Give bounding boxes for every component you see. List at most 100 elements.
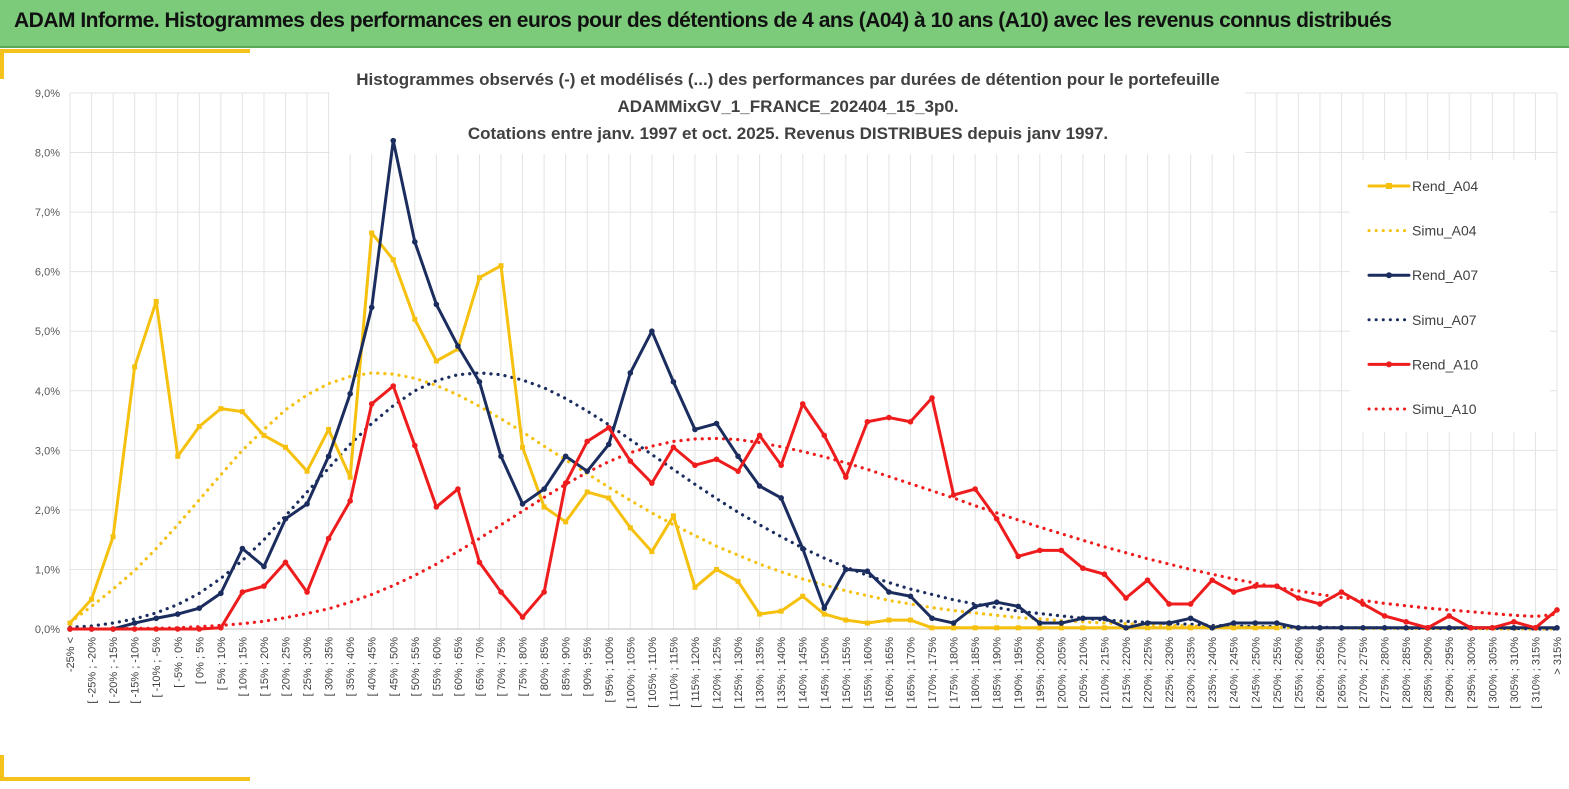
- x-tick-label: [ 180% ; 185%: [970, 637, 982, 709]
- x-tick-label: [ 120% ; 125%: [712, 637, 724, 709]
- data-point: [584, 489, 590, 495]
- data-point: [1123, 625, 1129, 631]
- data-point: [1532, 625, 1539, 631]
- data-point: [972, 603, 978, 610]
- x-tick-label: [ 265% ; 270%: [1336, 637, 1348, 709]
- x-tick-label: [ -25% ; -20%: [87, 637, 99, 704]
- data-point: [131, 620, 138, 626]
- data-point: [778, 608, 784, 614]
- chart-title-line-1: Histogrammes observés (-) et modélisés (…: [356, 70, 1219, 89]
- data-point: [131, 626, 138, 632]
- data-point: [1554, 607, 1560, 613]
- data-point: [1511, 619, 1517, 625]
- data-point: [1145, 625, 1151, 631]
- data-point: [1209, 625, 1215, 631]
- data-point: [1252, 620, 1259, 626]
- data-point: [670, 513, 676, 519]
- data-point: [218, 406, 224, 412]
- data-point: [304, 468, 310, 474]
- data-point: [1058, 620, 1065, 626]
- data-point: [1295, 625, 1302, 631]
- data-point: [218, 625, 224, 631]
- x-tick-label: [ 110% ; 115%: [668, 637, 680, 707]
- x-tick-label: [ 215% ; 220%: [1121, 637, 1133, 709]
- data-point: [153, 615, 160, 622]
- y-tick-label: 9,0%: [35, 88, 60, 100]
- x-tick-label: [ 145% ; 150%: [819, 637, 831, 709]
- data-point: [368, 401, 375, 407]
- x-tick-label: [ 210% ; 215%: [1099, 637, 1111, 709]
- data-point: [261, 583, 267, 589]
- x-tick-label: [ 270% ; 275%: [1358, 637, 1370, 709]
- y-tick-label: 4,0%: [35, 386, 60, 398]
- x-tick-label: [ 105% ; 110%: [647, 637, 659, 708]
- data-point: [584, 468, 591, 474]
- data-point: [369, 230, 375, 236]
- data-point: [325, 535, 332, 542]
- data-point: [1274, 583, 1280, 589]
- x-tick-label: [ 15% ; 20%: [259, 637, 271, 697]
- data-point: [1101, 615, 1108, 622]
- data-point: [756, 432, 763, 439]
- data-point: [132, 364, 138, 370]
- data-point: [218, 590, 224, 597]
- data-point: [1015, 625, 1021, 631]
- data-point: [799, 545, 806, 552]
- data-point: [907, 593, 914, 600]
- data-point: [907, 418, 914, 425]
- x-tick-label: [ 125% ; 130%: [733, 637, 745, 709]
- x-tick-label: [ 175% ; 180%: [949, 637, 961, 709]
- data-point: [326, 426, 332, 432]
- data-point: [714, 566, 720, 572]
- series-line-rend-a10: [68, 384, 1559, 631]
- data-point: [1037, 625, 1043, 631]
- y-tick-label: 5,0%: [35, 326, 60, 338]
- data-point: [799, 401, 806, 407]
- chart-title-line-2: ADAMMixGV_1_FRANCE_202404_15_3p0.: [617, 97, 958, 116]
- data-point: [800, 593, 806, 599]
- series-line-simu-a04: [68, 371, 1559, 631]
- legend-background: [1350, 160, 1550, 432]
- data-point: [390, 257, 396, 263]
- data-point: [153, 298, 159, 304]
- data-point: [886, 589, 892, 595]
- x-tick-label: [ 100% ; 105%: [625, 637, 637, 709]
- x-tick-label: [ 70% ; 75%: [496, 637, 508, 697]
- x-tick-label: [ 40% ; 45%: [367, 637, 379, 697]
- data-point: [476, 275, 482, 281]
- legend-label: Rend_A04: [1412, 178, 1478, 194]
- x-tick-label: [ 135% ; 140%: [776, 637, 788, 709]
- data-point: [907, 617, 913, 623]
- x-tick-label: [ 150% ; 155%: [841, 637, 853, 709]
- data-point: [239, 589, 246, 595]
- data-point: [1554, 625, 1560, 631]
- x-tick-label: [ 205% ; 210%: [1078, 637, 1090, 709]
- series-line-simu-a07: [68, 371, 1559, 631]
- data-point: [196, 424, 202, 430]
- data-point: [1144, 620, 1151, 626]
- data-point: [196, 605, 203, 611]
- data-point: [1015, 553, 1022, 560]
- data-point: [175, 453, 181, 459]
- data-point: [412, 239, 418, 245]
- x-tick-label: [ 250% ; 255%: [1272, 637, 1284, 709]
- x-tick-label: [ 160% ; 165%: [884, 637, 896, 709]
- y-tick-label: 8,0%: [35, 148, 60, 160]
- x-tick-label: [ 235% ; 240%: [1207, 637, 1219, 709]
- x-tick-label: [ 170% ; 175%: [927, 637, 939, 709]
- x-tick-label: [ 115% ; 120%: [690, 637, 702, 708]
- data-point: [261, 432, 267, 438]
- data-point: [627, 370, 634, 376]
- data-point: [972, 486, 978, 492]
- data-point: [304, 589, 310, 595]
- legend-marker: [1386, 183, 1392, 189]
- data-point: [735, 468, 741, 474]
- data-point: [1166, 601, 1172, 607]
- data-point: [1188, 625, 1194, 631]
- y-axis-ticks: 0,0% 1,0% 2,0% 3,0% 4,0% 5,0% 6,0% 7,0% 8,0% 9,0%: [35, 88, 60, 636]
- data-point: [519, 614, 526, 620]
- header-banner: ADAM Informe. Histogrammes des performan…: [0, 0, 1569, 48]
- data-point: [670, 379, 677, 385]
- x-tick-label: [ 10% ; 15%: [237, 637, 249, 697]
